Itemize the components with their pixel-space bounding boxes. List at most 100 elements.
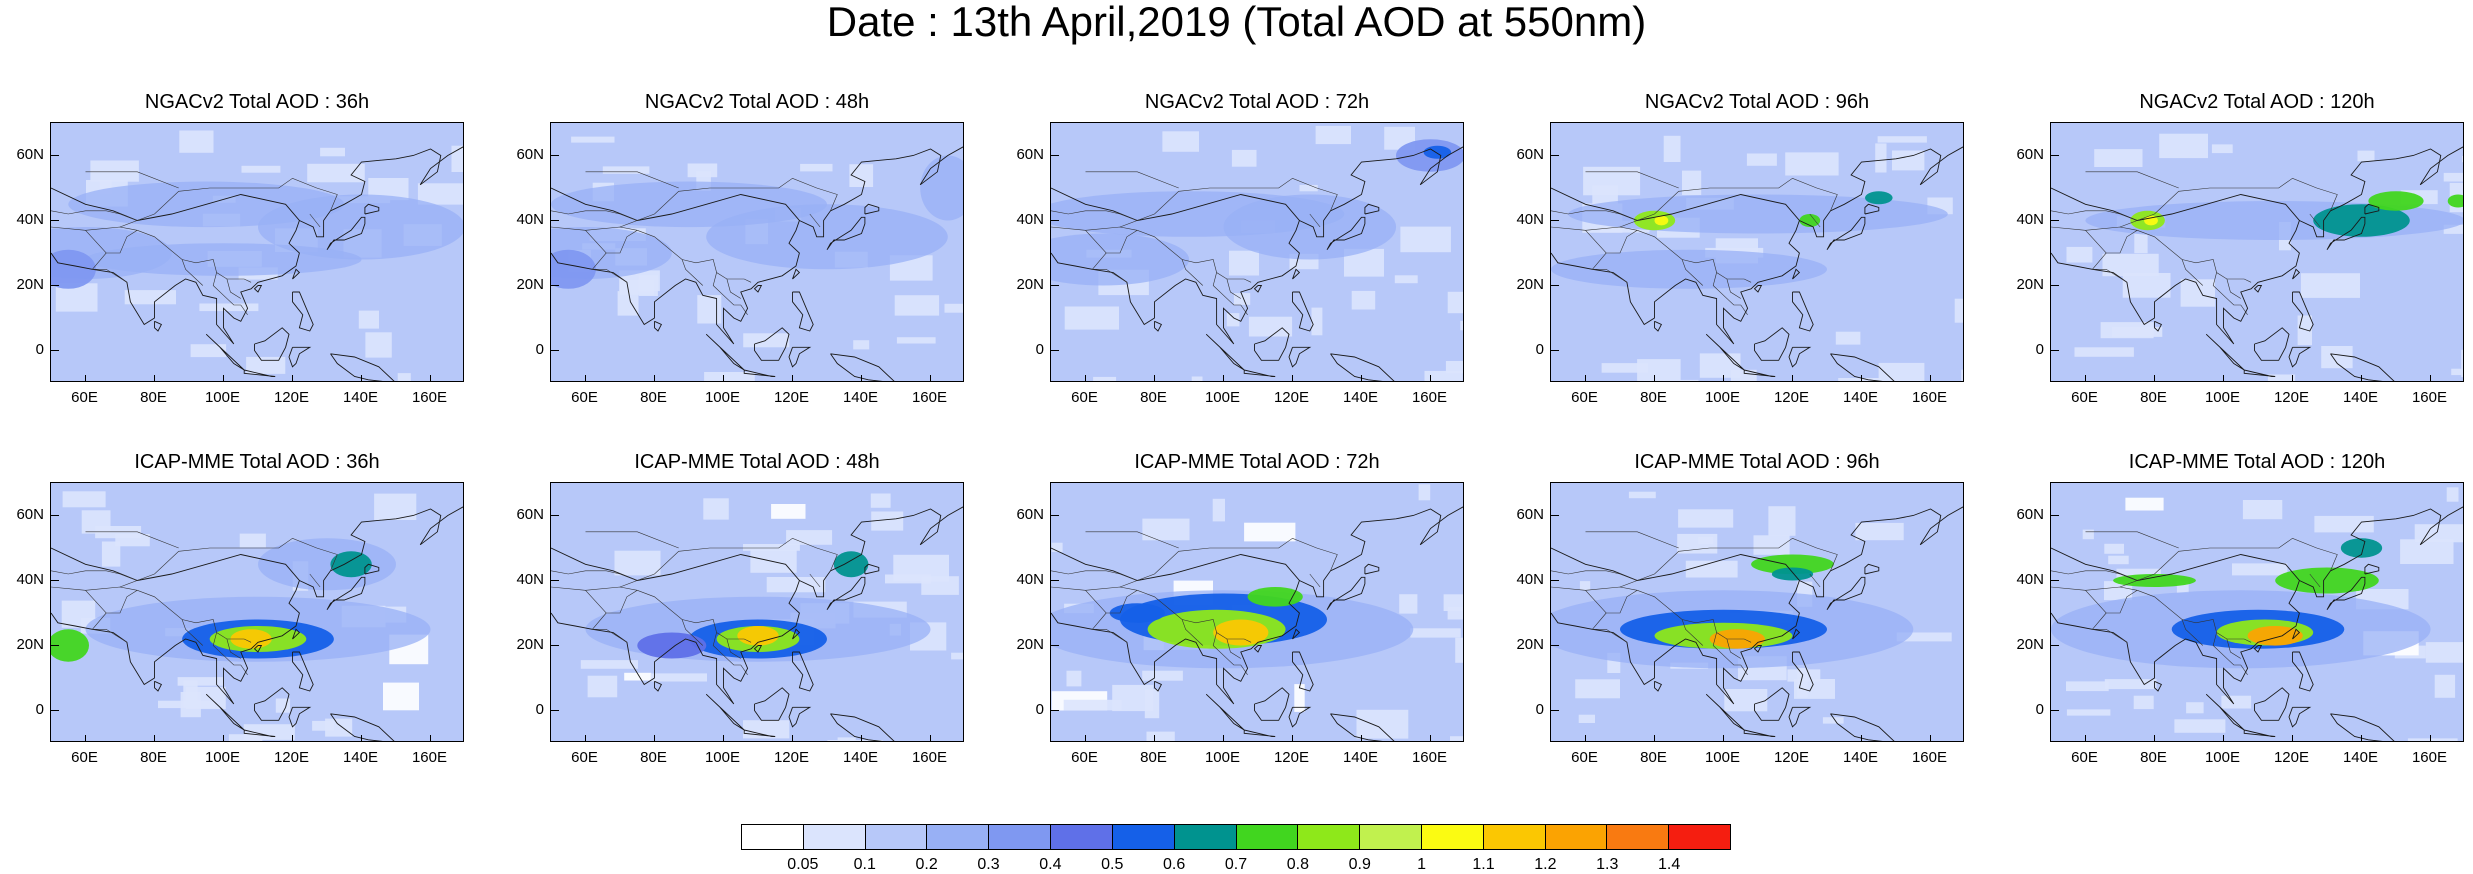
latitude-label: 0 (2035, 340, 2044, 358)
latitude-label: 0 (1035, 700, 1044, 718)
aod-field (1051, 123, 1463, 381)
coastline-borders (1551, 146, 1963, 381)
longitude-label: 100E (1204, 389, 1241, 406)
longitude-label: 140E (842, 389, 879, 406)
longitude-label: 120E (273, 749, 310, 766)
aod-plume (1051, 233, 1190, 286)
aod-plume (2247, 626, 2303, 646)
colorbar-box (865, 825, 928, 849)
aod-field (1051, 483, 1463, 741)
aod-plume (2144, 215, 2158, 226)
longitude-label: 120E (2273, 389, 2310, 406)
longitude-label: 140E (1842, 749, 1879, 766)
aod-plume (1771, 567, 1814, 581)
aod-map (550, 482, 964, 742)
latitude-label: 40N (516, 210, 544, 228)
colorbar-box (1236, 825, 1299, 849)
colorbar-label: 0.6 (1163, 856, 1186, 873)
latitude-label: 20N (1016, 635, 1044, 653)
colorbar-box (989, 825, 1052, 849)
latitude-label: 60N (16, 505, 44, 523)
map-panel: ICAP-MME Total AOD : 72h 60N 40N 20N 0 60E 80E… (1016, 450, 1464, 778)
latitude-label: 0 (1535, 700, 1544, 718)
longitude-label: 120E (1773, 389, 1810, 406)
longitude-label: 80E (1140, 749, 1167, 766)
coastline-borders (2051, 506, 2463, 741)
longitude-label: 140E (342, 389, 379, 406)
aod-plume (1247, 587, 1303, 607)
longitude-label: 100E (1704, 389, 1741, 406)
coastline-borders (51, 506, 463, 741)
longitude-label: 80E (140, 749, 167, 766)
latitude-label: 0 (1035, 340, 1044, 358)
aod-field (1551, 123, 1963, 381)
aod-plume (1654, 215, 1669, 226)
figure-title: Date : 13th April,2019 (Total AOD at 550… (826, 0, 1647, 45)
aod-map (1050, 122, 1464, 382)
colorbar-label: 0.9 (1348, 856, 1371, 873)
latitude-label: 20N (16, 635, 44, 653)
longitude-label: 120E (773, 389, 810, 406)
coastline-borders (1051, 506, 1463, 741)
aod-plume (637, 632, 707, 659)
longitude-label: 100E (204, 749, 241, 766)
latitude-label: 40N (2016, 210, 2044, 228)
colorbar-label: 1.3 (1596, 856, 1619, 873)
longitude-label: 160E (1911, 749, 1948, 766)
aod-plume (833, 551, 869, 578)
map-panel: NGACv2 Total AOD : 72h 60N 40N 20N 0 60E 80E 10… (1016, 90, 1464, 418)
latitude-label: 60N (2016, 505, 2044, 523)
longitude-label: 80E (2140, 389, 2167, 406)
longitude-label: 100E (704, 389, 741, 406)
colorbar-label: 1.4 (1658, 856, 1681, 873)
latitude-label: 40N (1016, 570, 1044, 588)
latitude-label: 60N (1516, 505, 1544, 523)
longitude-label: 60E (71, 389, 98, 406)
aod-plume (920, 155, 963, 221)
longitude-label: 120E (1273, 389, 1310, 406)
latitude-label: 20N (2016, 275, 2044, 293)
aod-plume (2368, 191, 2424, 211)
aod-field (51, 123, 463, 381)
aod-plume (2113, 574, 2196, 587)
coastline-borders (2051, 146, 2463, 381)
map-panel: ICAP-MME Total AOD : 36h 60N 40N 20N 0 60E 80E… (16, 450, 464, 778)
latitude-label: 60N (1016, 145, 1044, 163)
longitude-label: 120E (1773, 749, 1810, 766)
coastline-borders (51, 146, 463, 381)
longitude-label: 60E (2071, 749, 2098, 766)
longitude-label: 100E (1204, 749, 1241, 766)
colorbar-box (1545, 825, 1608, 849)
latitude-label: 40N (1516, 570, 1544, 588)
aod-map (50, 122, 464, 382)
longitude-label: 100E (2204, 749, 2241, 766)
coastline-borders (551, 146, 963, 381)
longitude-label: 160E (411, 749, 448, 766)
longitude-label: 160E (1411, 389, 1448, 406)
aod-plume (2313, 204, 2410, 237)
longitude-label: 140E (2342, 749, 2379, 766)
longitude-label: 140E (2342, 389, 2379, 406)
latitude-label: 20N (2016, 635, 2044, 653)
latitude-label: 60N (516, 505, 544, 523)
panel-title: ICAP-MME Total AOD : 96h (1634, 451, 1880, 473)
latitude-label: 40N (516, 570, 544, 588)
aod-plume (258, 538, 396, 591)
aod-plume (85, 243, 362, 276)
colorbar-box (1112, 825, 1175, 849)
aod-plume (258, 194, 463, 260)
longitude-label: 100E (1704, 749, 1741, 766)
colorbar-box (1669, 825, 1730, 849)
longitude-label: 140E (342, 749, 379, 766)
latitude-label: 40N (16, 210, 44, 228)
aod-field (1551, 483, 1963, 741)
latitude-label: 0 (2035, 700, 2044, 718)
aod-plume (1799, 214, 1821, 227)
colorbar-label: 0.2 (915, 856, 938, 873)
colorbar-label: 0.7 (1224, 856, 1248, 873)
longitude-label: 160E (411, 389, 448, 406)
colorbar-box (742, 825, 804, 849)
aod-map (50, 482, 464, 742)
latitude-label: 40N (16, 570, 44, 588)
longitude-label: 100E (704, 749, 741, 766)
